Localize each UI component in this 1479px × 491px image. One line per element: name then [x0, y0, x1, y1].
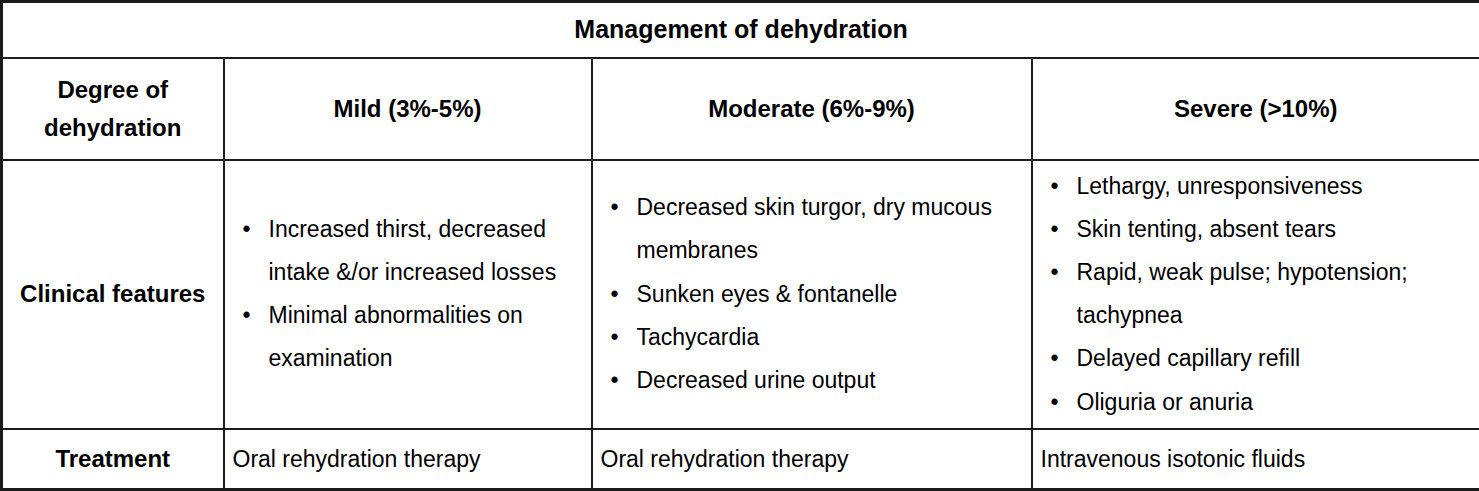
clinical-features-moderate-cell: Decreased skin turgor, dry mucous membra…: [592, 160, 1032, 429]
clinical-features-row: Clinical features Increased thirst, decr…: [2, 160, 1479, 429]
bullet-item: Sunken eyes & fontanelle: [601, 273, 1023, 316]
treatment-moderate: Oral rehydration therapy: [592, 429, 1032, 490]
treatment-severe: Intravenous isotonic fluids: [1032, 429, 1479, 490]
treatment-row: Treatment Oral rehydration therapy Oral …: [2, 429, 1479, 490]
clinical-features-label: Clinical features: [2, 160, 224, 429]
table-title-row: Management of dehydration: [2, 2, 1479, 58]
bullet-item: Increased thirst, decreased intake &/or …: [233, 208, 583, 294]
header-degree-of-dehydration: Degree of dehydration: [2, 58, 224, 160]
clinical-features-moderate-list: Decreased skin turgor, dry mucous membra…: [601, 186, 1023, 402]
table-header-row: Degree of dehydration Mild (3%-5%) Moder…: [2, 58, 1479, 160]
table-title: Management of dehydration: [2, 2, 1479, 58]
bullet-item: Oliguria or anuria: [1041, 381, 1472, 424]
header-mild: Mild (3%-5%): [224, 58, 592, 160]
dehydration-management-table: Management of dehydration Degree of dehy…: [0, 0, 1479, 491]
header-moderate: Moderate (6%-9%): [592, 58, 1032, 160]
bullet-item: Skin tenting, absent tears: [1041, 208, 1472, 251]
bullet-item: Delayed capillary refill: [1041, 337, 1472, 380]
bullet-item: Decreased skin turgor, dry mucous membra…: [601, 186, 1023, 272]
bullet-item: Lethargy, unresponsiveness: [1041, 165, 1472, 208]
treatment-mild: Oral rehydration therapy: [224, 429, 592, 490]
bullet-item: Minimal abnormalities on examination: [233, 294, 583, 380]
clinical-features-mild-list: Increased thirst, decreased intake &/or …: [233, 208, 583, 381]
treatment-label: Treatment: [2, 429, 224, 490]
bullet-item: Tachycardia: [601, 316, 1023, 359]
bullet-item: Rapid, weak pulse; hypotension; tachypne…: [1041, 251, 1472, 337]
clinical-features-mild-cell: Increased thirst, decreased intake &/or …: [224, 160, 592, 429]
clinical-features-severe-list: Lethargy, unresponsivenessSkin tenting, …: [1041, 165, 1472, 424]
clinical-features-severe-cell: Lethargy, unresponsivenessSkin tenting, …: [1032, 160, 1479, 429]
bullet-item: Decreased urine output: [601, 359, 1023, 402]
header-severe: Severe (>10%): [1032, 58, 1479, 160]
